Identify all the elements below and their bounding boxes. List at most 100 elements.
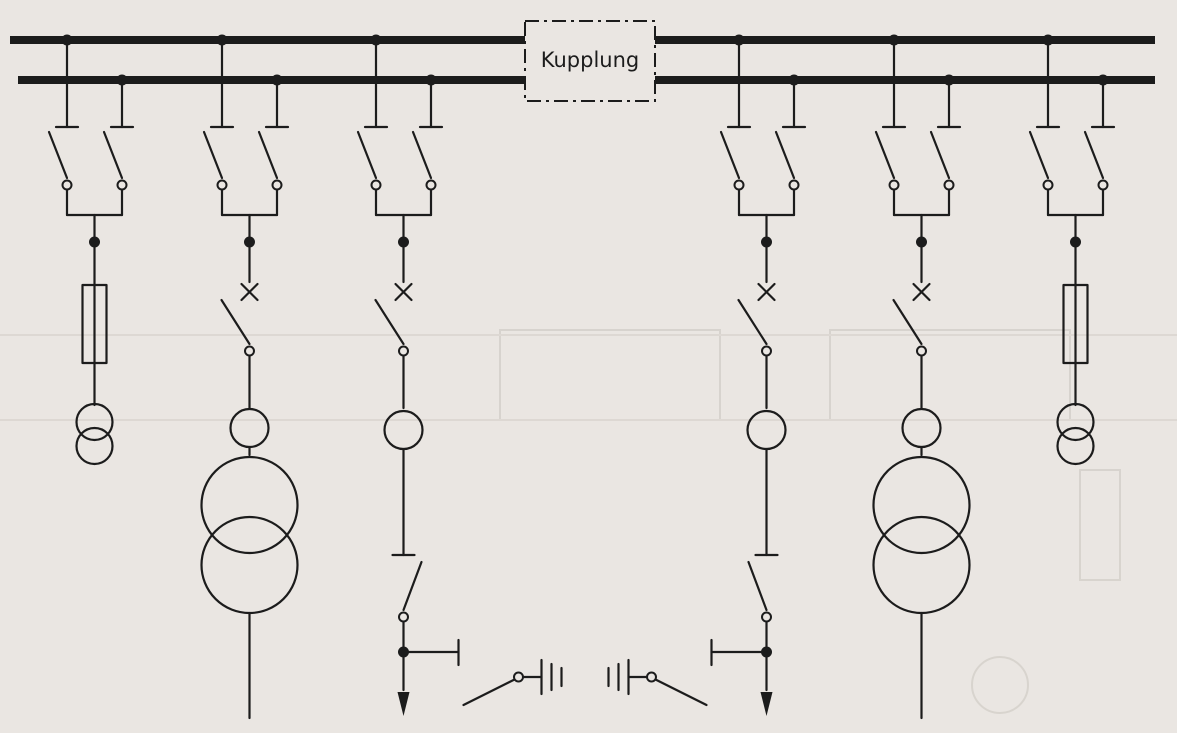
hinge-point bbox=[761, 345, 772, 357]
pt-winding-lower bbox=[872, 515, 971, 615]
hinge-point bbox=[244, 345, 255, 357]
disconnector-blade bbox=[102, 130, 124, 180]
disconnector-icon bbox=[202, 34, 235, 217]
circuit-breaker-icon bbox=[892, 240, 931, 410]
ct-core bbox=[901, 407, 942, 449]
current-transformer-icon bbox=[746, 409, 787, 451]
circuit-breaker-icon bbox=[220, 240, 259, 410]
breaker-cross bbox=[240, 282, 259, 302]
hinge-point bbox=[761, 611, 772, 623]
arrow-down-icon bbox=[760, 692, 773, 716]
disconnector-icon bbox=[102, 74, 135, 217]
feeder-bay-1 bbox=[47, 34, 135, 466]
disconnector-icon bbox=[747, 553, 779, 623]
disconnector-icon bbox=[411, 74, 444, 217]
disconnector-icon bbox=[719, 34, 752, 217]
hinge-point bbox=[398, 345, 409, 357]
disconnector-pair bbox=[202, 34, 290, 248]
bus-coupler: Kupplung bbox=[524, 20, 656, 102]
disconnector-icon bbox=[257, 74, 290, 217]
disconnector-blade bbox=[202, 130, 224, 180]
hinge-point bbox=[425, 179, 437, 191]
breaker-cross bbox=[757, 282, 776, 302]
hinge-point bbox=[646, 671, 657, 683]
disconnector-icon bbox=[1028, 34, 1061, 217]
capacitor-icon bbox=[607, 658, 630, 696]
pt-winding-lower bbox=[200, 515, 299, 615]
arrow-down-icon bbox=[397, 692, 410, 716]
disconnector-blade bbox=[1028, 130, 1050, 180]
hinge-point bbox=[888, 179, 900, 191]
disconnector-blade bbox=[47, 130, 69, 180]
power-transformer-icon bbox=[872, 455, 971, 615]
feeder-bay-4 bbox=[607, 34, 807, 716]
power-transformer-icon bbox=[200, 455, 299, 615]
disconnector-pair bbox=[874, 34, 962, 248]
breaker-blade bbox=[374, 298, 405, 346]
breaker-blade bbox=[892, 298, 923, 346]
voltage-transformer-icon bbox=[75, 402, 114, 466]
feeder-bay-3 bbox=[356, 34, 563, 716]
capacitor-icon bbox=[540, 658, 563, 696]
hinge-point bbox=[370, 179, 382, 191]
current-transformer-icon bbox=[901, 407, 942, 449]
disconnector-blade bbox=[1083, 130, 1105, 180]
breaker-cross bbox=[912, 282, 931, 302]
vt-winding-lower bbox=[1056, 426, 1095, 466]
current-transformer-icon bbox=[229, 407, 270, 449]
arrow-head bbox=[397, 692, 410, 716]
pt-winding-upper bbox=[872, 455, 971, 555]
disconnector-blade bbox=[747, 560, 768, 612]
feeder-bay-5 bbox=[872, 34, 971, 720]
disconnector-blade bbox=[411, 130, 433, 180]
ct-core bbox=[746, 409, 787, 451]
disconnector-pair bbox=[719, 34, 807, 248]
voltage-transformer-icon bbox=[1056, 402, 1095, 466]
breaker-blade bbox=[737, 298, 768, 346]
disconnector-pair bbox=[47, 34, 135, 248]
earthing-switch-icon bbox=[402, 638, 543, 707]
disconnector-icon bbox=[1083, 74, 1116, 217]
breaker-cross bbox=[394, 282, 413, 302]
disconnector-icon bbox=[47, 34, 80, 217]
coupler-box bbox=[524, 20, 656, 102]
fuse-icon bbox=[1062, 240, 1089, 407]
disconnector-blade bbox=[719, 130, 741, 180]
disconnector-blade bbox=[929, 130, 951, 180]
hinge-point bbox=[916, 345, 927, 357]
disconnector-blade bbox=[774, 130, 796, 180]
disconnector-blade bbox=[356, 130, 378, 180]
arrow-head bbox=[760, 692, 773, 716]
hinge-point bbox=[943, 179, 955, 191]
hinge-point bbox=[61, 179, 73, 191]
hinge-point bbox=[788, 179, 800, 191]
disconnector-pair bbox=[356, 34, 444, 248]
feeder-bay-6 bbox=[1028, 34, 1116, 466]
vt-winding-lower bbox=[75, 426, 114, 466]
fuse-icon bbox=[81, 240, 108, 407]
breaker-blade bbox=[220, 298, 251, 346]
background-bleed bbox=[0, 329, 1177, 714]
circuit-breaker-icon bbox=[737, 240, 776, 410]
feeder-bay-2 bbox=[200, 34, 299, 720]
hinge-point bbox=[216, 179, 228, 191]
disconnector-blade bbox=[874, 130, 896, 180]
earthing-switch-icon bbox=[627, 638, 768, 707]
vt-winding-upper bbox=[1056, 402, 1095, 442]
hinge-point bbox=[513, 671, 524, 683]
disconnector-icon bbox=[929, 74, 962, 217]
coupler-label: Kupplung bbox=[541, 48, 639, 72]
hinge-point bbox=[1042, 179, 1054, 191]
current-transformer-icon bbox=[383, 409, 424, 451]
pt-winding-upper bbox=[200, 455, 299, 555]
earth-blade bbox=[653, 677, 708, 707]
disconnector-icon bbox=[874, 34, 907, 217]
earth-blade bbox=[462, 677, 517, 707]
disconnector-icon bbox=[391, 553, 423, 623]
hinge-point bbox=[116, 179, 128, 191]
disconnector-icon bbox=[774, 74, 807, 217]
hinge-point bbox=[1097, 179, 1109, 191]
feeder-bays bbox=[47, 34, 1116, 720]
